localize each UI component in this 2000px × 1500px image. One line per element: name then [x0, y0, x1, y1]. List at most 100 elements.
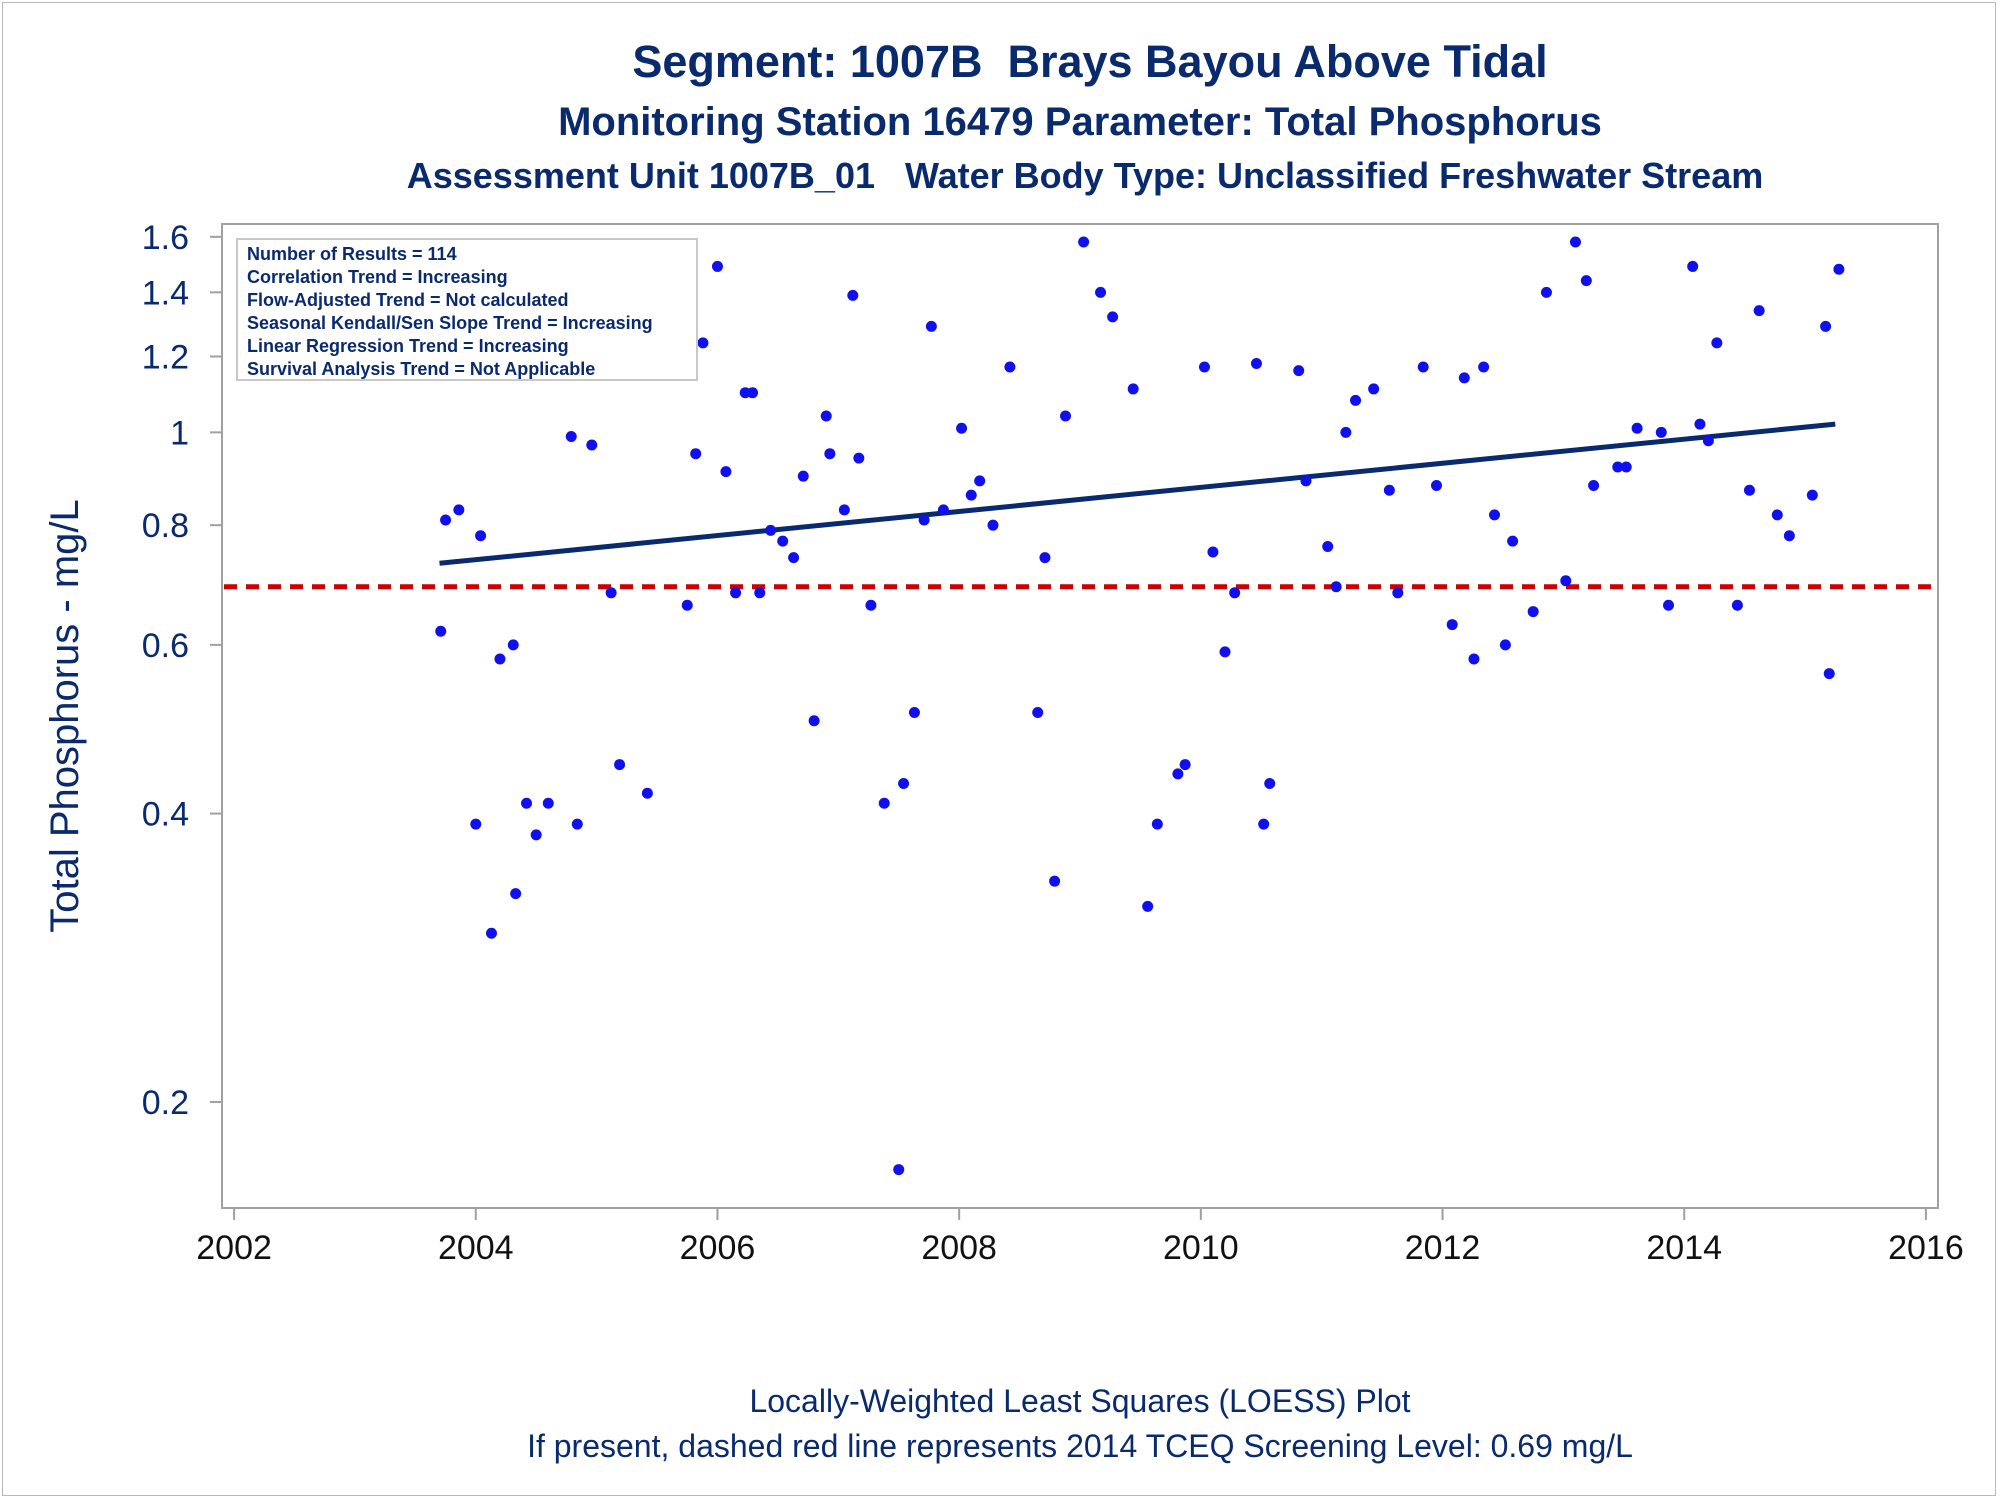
- data-point: [1771, 509, 1783, 521]
- data-point: [777, 535, 789, 547]
- data-point: [956, 422, 968, 434]
- footnote-screening-level: If present, dashed red line represents 2…: [527, 1428, 1633, 1464]
- data-point: [893, 1164, 905, 1176]
- y-tick-label: 1.6: [142, 219, 189, 257]
- data-point: [1711, 337, 1723, 349]
- data-point: [1229, 587, 1241, 599]
- data-point: [1142, 900, 1154, 912]
- data-point: [1107, 311, 1119, 323]
- data-point: [1340, 426, 1352, 438]
- data-point: [1095, 286, 1107, 298]
- data-point: [1663, 599, 1675, 611]
- x-tick-label: 2010: [1163, 1229, 1239, 1267]
- data-point: [1731, 599, 1743, 611]
- data-point: [1049, 875, 1061, 887]
- stats-line: Linear Regression Trend = Increasing: [247, 336, 569, 356]
- data-point: [838, 504, 850, 516]
- data-point: [1655, 426, 1667, 438]
- data-point: [565, 431, 577, 443]
- data-point: [1172, 768, 1184, 780]
- data-point: [1250, 357, 1262, 369]
- data-point: [974, 475, 986, 487]
- stats-box: [236, 238, 698, 381]
- data-point: [1368, 383, 1380, 395]
- stats-line: Seasonal Kendall/Sen Slope Trend = Incre…: [247, 313, 653, 333]
- data-point: [1687, 260, 1699, 272]
- x-tick-label: 2006: [680, 1229, 756, 1267]
- data-point: [1446, 619, 1458, 631]
- data-point: [435, 625, 447, 637]
- data-point: [542, 797, 554, 809]
- data-point: [1059, 410, 1071, 422]
- data-point: [1322, 541, 1334, 553]
- data-point: [1783, 530, 1795, 542]
- chart-subtitle-station: Monitoring Station 16479 Parameter: Tota…: [558, 100, 1602, 144]
- data-point: [878, 797, 890, 809]
- y-tick-label: 0.6: [142, 627, 189, 665]
- data-point: [1039, 552, 1051, 564]
- data-point: [571, 818, 583, 830]
- y-axis-label: Total Phosphorus - mg/L: [43, 499, 87, 933]
- x-tick-label: 2004: [438, 1229, 514, 1267]
- data-point: [918, 514, 930, 526]
- data-point: [494, 653, 506, 665]
- data-point: [586, 439, 598, 451]
- data-point: [898, 777, 910, 789]
- y-tick-label: 0.2: [142, 1084, 189, 1122]
- data-point: [1179, 759, 1191, 771]
- data-point: [747, 387, 759, 399]
- footnote-loess: Locally-Weighted Least Squares (LOESS) P…: [749, 1383, 1411, 1419]
- data-point: [965, 489, 977, 501]
- data-point: [824, 448, 836, 460]
- data-point: [530, 829, 542, 841]
- data-point: [1392, 587, 1404, 599]
- data-point: [1478, 361, 1490, 373]
- y-tick-label: 0.8: [142, 507, 189, 545]
- data-point: [1004, 361, 1016, 373]
- data-point: [1806, 489, 1818, 501]
- data-point: [1350, 394, 1362, 406]
- data-point: [711, 260, 723, 272]
- data-point: [754, 587, 766, 599]
- data-point: [1507, 535, 1519, 547]
- data-point: [521, 797, 533, 809]
- x-tick-label: 2014: [1646, 1229, 1722, 1267]
- data-point: [720, 466, 732, 478]
- data-point: [1264, 777, 1276, 789]
- stats-line: Flow-Adjusted Trend = Not calculated: [247, 290, 569, 310]
- chart-title: Segment: 1007B Brays Bayou Above Tidal: [632, 36, 1548, 87]
- data-point: [1417, 361, 1429, 373]
- x-tick-label: 2016: [1888, 1229, 1964, 1267]
- data-point: [765, 524, 777, 536]
- data-point: [1694, 418, 1706, 430]
- data-point: [605, 587, 617, 599]
- data-point: [1540, 286, 1552, 298]
- data-point: [440, 514, 452, 526]
- data-point: [1588, 480, 1600, 492]
- data-point: [1499, 639, 1511, 651]
- data-point: [1488, 509, 1500, 521]
- data-point: [1198, 361, 1210, 373]
- data-point: [730, 587, 742, 599]
- data-point: [614, 759, 626, 771]
- data-point: [1527, 606, 1539, 618]
- data-point: [1078, 236, 1090, 248]
- data-point: [1820, 320, 1832, 332]
- data-point: [507, 639, 519, 651]
- data-point: [1823, 668, 1835, 680]
- x-tick-label: 2008: [921, 1229, 997, 1267]
- data-point: [641, 787, 653, 799]
- data-point: [1753, 305, 1765, 317]
- data-point: [797, 470, 809, 482]
- data-point: [820, 410, 832, 422]
- data-point: [1032, 706, 1044, 718]
- stats-line: Correlation Trend = Increasing: [247, 267, 508, 287]
- stats-line: Survival Analysis Trend = Not Applicable: [247, 359, 595, 379]
- data-point: [1330, 581, 1342, 593]
- data-point: [1620, 461, 1632, 473]
- data-point: [1743, 484, 1755, 496]
- data-point: [1207, 546, 1219, 558]
- y-tick-label: 1.4: [142, 274, 189, 312]
